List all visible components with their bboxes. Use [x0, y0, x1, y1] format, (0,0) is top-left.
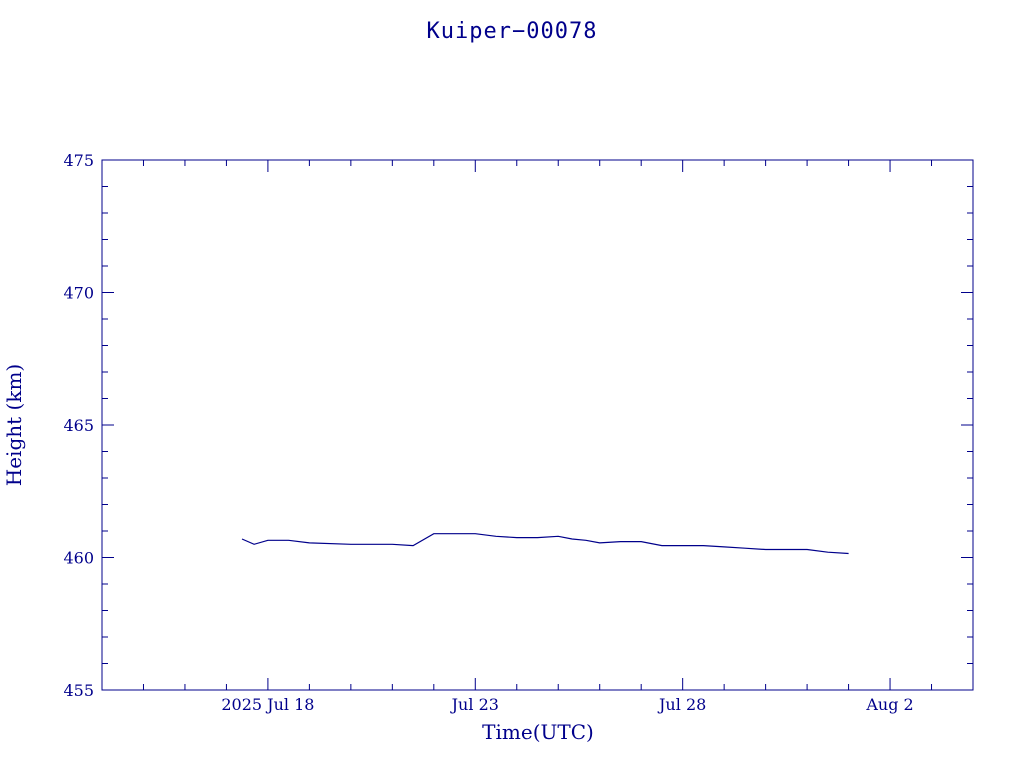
plot-frame [101, 159, 974, 691]
series-line [241, 533, 849, 555]
y-tick-label: 460 [63, 549, 94, 568]
x-tick-label: Jul 23 [450, 695, 499, 714]
x-tick-label: 2025 Jul 18 [221, 695, 314, 714]
x-tick-label: Aug 2 [865, 695, 913, 714]
y-tick-label: 475 [63, 151, 94, 170]
axis-ticks [102, 159, 973, 691]
y-tick-label: 470 [63, 284, 94, 303]
x-axis-label: Time(UTC) [482, 720, 594, 744]
y-tick-label: 455 [63, 681, 94, 700]
chart-title: Kuiper−00078 [427, 19, 598, 44]
x-tick-label: Jul 28 [657, 695, 706, 714]
y-axis-label: Height (km) [2, 364, 26, 486]
y-tick-label: 465 [63, 416, 94, 435]
tick-labels: 455 460 465 470 475 2025 Jul 18 Jul 23 Jul 28 Au… [63, 151, 913, 714]
